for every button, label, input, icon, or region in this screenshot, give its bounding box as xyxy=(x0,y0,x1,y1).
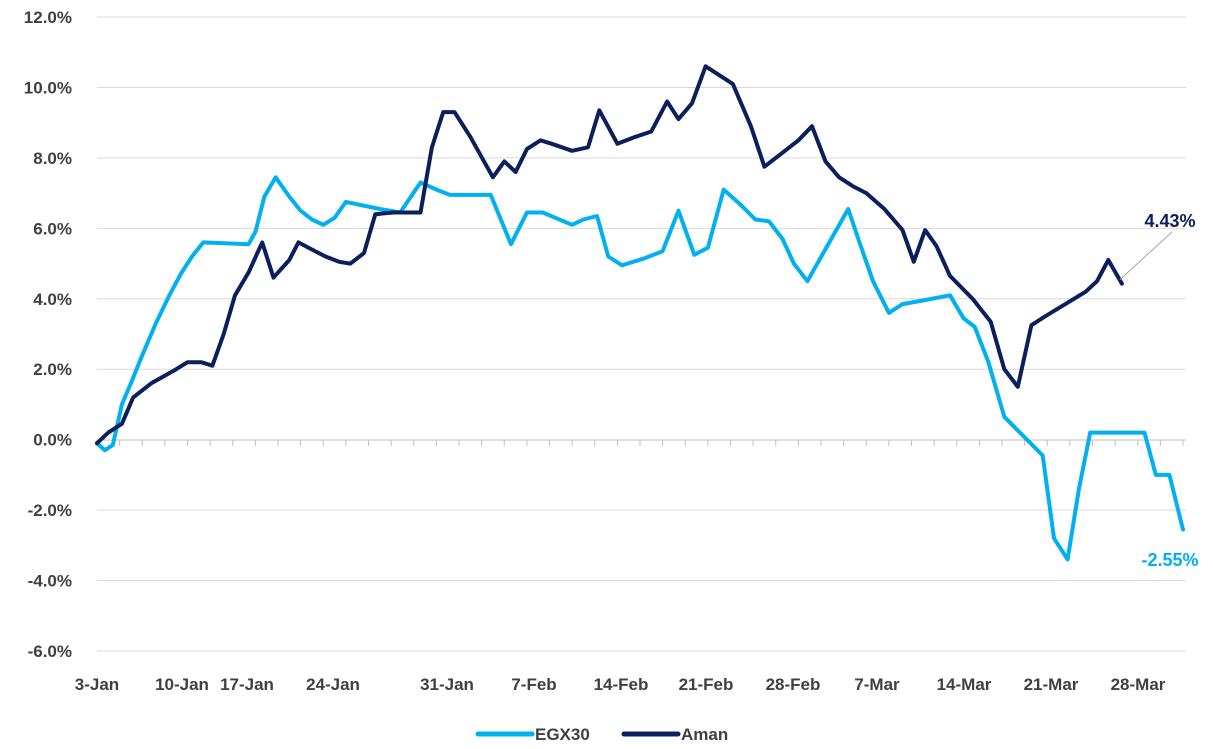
legend-label-egx30: EGX30 xyxy=(535,725,590,744)
y-tick-label: -2.0% xyxy=(28,501,72,520)
end-labels: -2.55% 4.43% xyxy=(1119,211,1199,570)
y-tick-label: 6.0% xyxy=(33,219,72,238)
legend-label-aman: Aman xyxy=(681,725,728,744)
grid-lines xyxy=(96,16,1186,652)
series-line-aman xyxy=(95,64,1124,446)
x-tick-label: 14-Mar xyxy=(937,675,992,694)
x-tick-label: 28-Mar xyxy=(1111,675,1166,694)
y-tick-label: -6.0% xyxy=(28,642,72,661)
x-tick-label: 31-Jan xyxy=(420,675,474,694)
egx30-end-label: -2.55% xyxy=(1141,550,1198,570)
x-axis-ticks: 3-Jan 10-Jan 17-Jan 24-Jan 31-Jan 7-Feb 14-Feb… xyxy=(75,675,1166,694)
y-axis-ticks: -6.0% -4.0% -2.0% 0.0% 2.0% 4.0% 6.0% 8.0% 10.0%… xyxy=(24,8,72,661)
x-tick-label: 14-Feb xyxy=(594,675,649,694)
series-lines xyxy=(95,64,1185,562)
x-tick-label: 28-Feb xyxy=(766,675,821,694)
y-tick-label: -4.0% xyxy=(28,572,72,591)
x-tick-label: 24-Jan xyxy=(306,675,360,694)
x-tick-label: 10-Jan xyxy=(155,675,209,694)
legend: EGX30 Aman xyxy=(475,725,728,744)
x-tick-label: 21-Mar xyxy=(1024,675,1079,694)
y-tick-label: 4.0% xyxy=(33,290,72,309)
x-tick-label: 7-Mar xyxy=(854,675,900,694)
x-tick-label: 21-Feb xyxy=(679,675,734,694)
y-tick-label: 8.0% xyxy=(33,149,72,168)
y-tick-label: 10.0% xyxy=(24,78,72,97)
aman-end-label: 4.43% xyxy=(1144,211,1195,231)
series-line-egx30 xyxy=(95,175,1185,562)
y-tick-label: 2.0% xyxy=(33,360,72,379)
x-tick-label: 17-Jan xyxy=(220,675,274,694)
y-tick-label: 12.0% xyxy=(24,8,72,27)
y-tick-label: 0.0% xyxy=(33,431,72,450)
x-tick-label: 3-Jan xyxy=(75,675,119,694)
x-tick-label: 7-Feb xyxy=(511,675,556,694)
aman-label-leader xyxy=(1119,231,1173,281)
